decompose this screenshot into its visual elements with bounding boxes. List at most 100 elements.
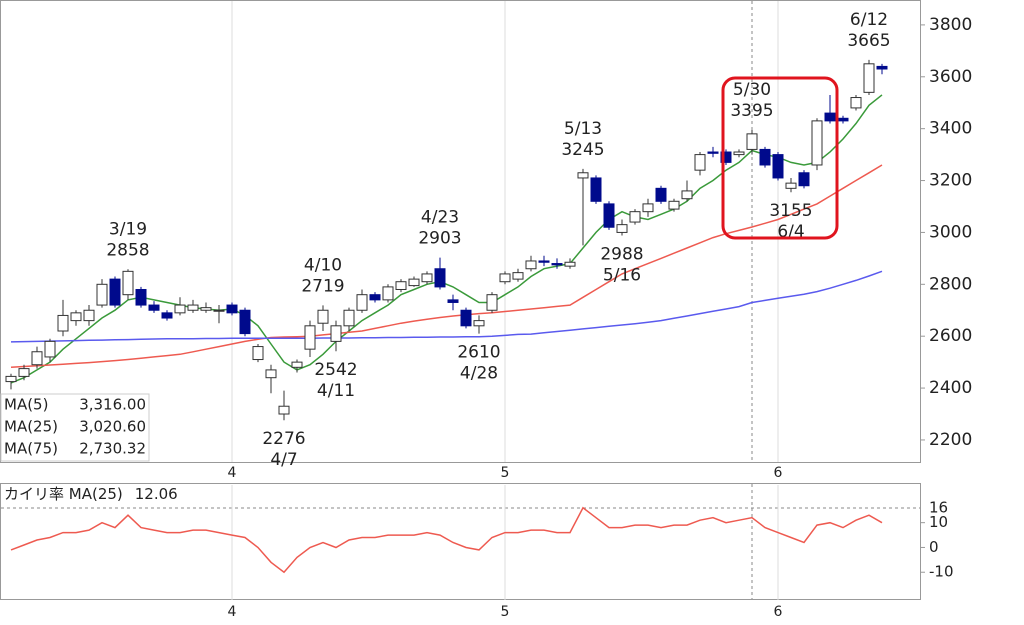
legend-name: MA(5) xyxy=(4,396,48,414)
annotation-value: 3665 xyxy=(847,31,890,51)
legend-name: MA(25) xyxy=(4,418,58,436)
legend-value: 2,730.32 xyxy=(79,440,146,458)
candle-body xyxy=(161,312,173,319)
y-tick-label: 2600 xyxy=(929,326,972,346)
candle-body xyxy=(148,304,160,311)
candle-body xyxy=(174,304,186,314)
x-tick-label: 4 xyxy=(228,604,237,620)
x-tick-label: 5 xyxy=(501,604,510,620)
candle-body xyxy=(122,270,134,296)
candle-body xyxy=(57,314,69,332)
candle-body xyxy=(226,304,238,314)
candle-body xyxy=(434,268,446,288)
y-tick-label: 3800 xyxy=(929,15,972,35)
candle-body xyxy=(798,172,810,187)
y-tick-label: 2400 xyxy=(929,378,972,398)
annotation-value: 3245 xyxy=(561,140,604,160)
candle-body xyxy=(616,224,628,233)
candle-body xyxy=(772,154,784,179)
annotation-value: 2719 xyxy=(301,276,344,296)
candle-body xyxy=(720,151,732,163)
candle-body xyxy=(252,346,264,361)
candle-body xyxy=(135,288,147,306)
candle-body xyxy=(707,151,719,154)
annotation-date: 5/30 xyxy=(733,80,771,100)
candle-body xyxy=(421,273,433,283)
candle-body xyxy=(291,361,303,368)
candle-body xyxy=(369,294,381,301)
candle-body xyxy=(603,203,615,228)
panel-label-name: カイリ率 MA(25) xyxy=(4,485,123,503)
candle-body xyxy=(486,294,498,311)
candle-body xyxy=(356,294,368,311)
candle-body xyxy=(525,260,537,270)
candle-body xyxy=(213,309,225,312)
candle-body xyxy=(629,211,641,223)
candle-body xyxy=(83,309,95,322)
annotation-value: 2988 xyxy=(600,245,643,265)
candle-body xyxy=(395,281,407,290)
candle-body xyxy=(512,272,524,280)
candle-body xyxy=(109,278,121,306)
annotation-value: 2610 xyxy=(457,343,500,363)
annotation-date: 4/11 xyxy=(317,381,355,401)
candle-body xyxy=(694,154,706,171)
series-line xyxy=(10,506,883,574)
series-line xyxy=(10,270,883,343)
candle-body xyxy=(265,369,277,379)
candle-body xyxy=(863,63,875,93)
annotation-date: 3/19 xyxy=(109,219,147,239)
annotation-value: 2542 xyxy=(314,360,357,380)
panel-label-value: 12.06 xyxy=(135,485,178,503)
y-tick-label: 3000 xyxy=(929,222,972,242)
candle-body xyxy=(759,148,771,166)
annotation-value: 3155 xyxy=(769,201,812,221)
candle-body xyxy=(655,187,667,202)
series-line xyxy=(10,164,883,369)
candle-body xyxy=(551,263,563,266)
candle-body xyxy=(187,304,199,311)
annotation-date: 6/12 xyxy=(850,10,888,30)
candle-body xyxy=(382,286,394,301)
annotation-date: 5/13 xyxy=(564,119,602,139)
candle-body xyxy=(473,320,485,327)
candle-body xyxy=(746,133,758,150)
y-tick-label: 3400 xyxy=(929,119,972,139)
candle-body xyxy=(785,182,797,189)
candle-body xyxy=(44,340,56,358)
candle-body xyxy=(642,203,654,213)
y-tick-label: -10 xyxy=(929,563,954,581)
legend-value: 3,020.60 xyxy=(79,418,146,436)
candle-body xyxy=(304,325,316,350)
annotation-date: 4/23 xyxy=(421,208,459,228)
candle-body xyxy=(330,325,342,342)
annotation-date: 4/10 xyxy=(304,255,342,275)
candle-body xyxy=(5,375,17,383)
annotation-value: 2276 xyxy=(262,429,305,449)
highlight-box xyxy=(721,76,839,240)
y-tick-label: 2800 xyxy=(929,274,972,294)
panel-label: カイリ率 MA(25) 12.06 xyxy=(4,485,178,503)
annotation-date: 4/28 xyxy=(460,364,498,384)
x-tick-label: 6 xyxy=(774,465,783,481)
candle-body xyxy=(668,200,680,210)
candle-body xyxy=(577,172,589,179)
candle-body xyxy=(200,307,212,311)
candle-body xyxy=(447,299,459,303)
y-tick-label: 2200 xyxy=(929,430,972,450)
candle-body xyxy=(239,309,251,335)
x-tick-label: 6 xyxy=(774,604,783,620)
annotation-date: 4/7 xyxy=(270,450,297,470)
candle-body xyxy=(811,120,823,166)
annotation-value: 2858 xyxy=(106,240,149,260)
candle-body xyxy=(31,351,43,366)
candle-body xyxy=(278,405,290,415)
candle-body xyxy=(564,261,576,267)
legend-box xyxy=(0,393,150,462)
candle-body xyxy=(837,117,849,122)
candle-body xyxy=(590,177,602,202)
marker-label: 16 xyxy=(929,498,948,516)
candle-body xyxy=(733,151,745,156)
